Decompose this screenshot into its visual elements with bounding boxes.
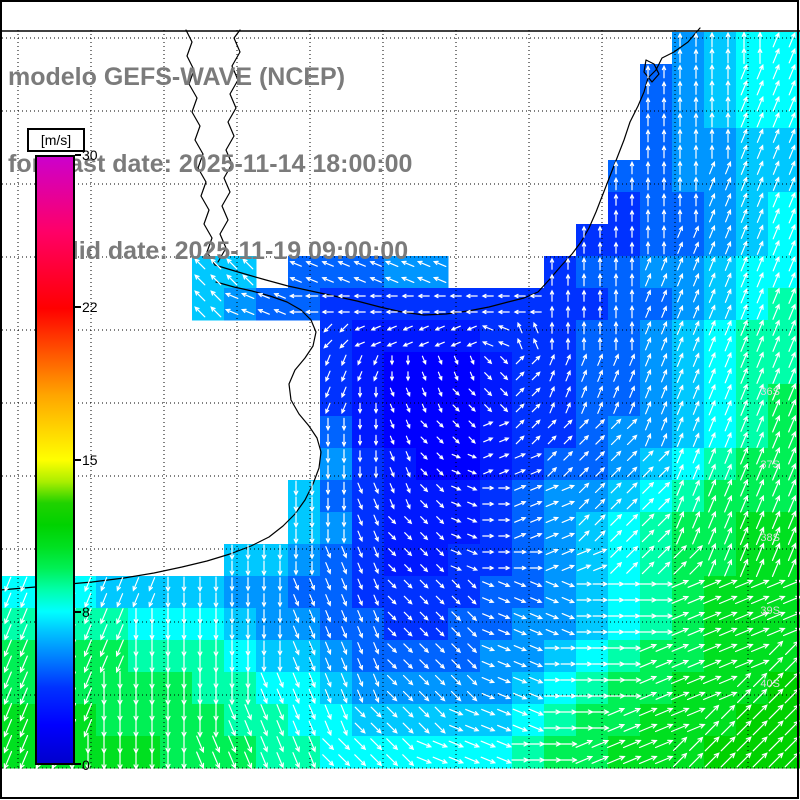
colorbar-tick-mark bbox=[75, 306, 81, 308]
colorbar-tick-label: 15 bbox=[82, 452, 98, 468]
colorbar-tick-label: 30 bbox=[82, 147, 98, 163]
latitude-label: 40S bbox=[760, 678, 780, 690]
colorbar-gradient bbox=[35, 155, 75, 765]
colorbar-tick-mark bbox=[75, 459, 81, 461]
latitude-label: 38S bbox=[760, 532, 780, 544]
map-header: modelo GEFS-WAVE (NCEP) forecast date: 2… bbox=[8, 5, 412, 324]
colorbar-unit-label: [m/s] bbox=[27, 128, 85, 152]
model-title: modelo GEFS-WAVE (NCEP) bbox=[8, 63, 346, 91]
colorbar-tick-label: 0 bbox=[82, 757, 90, 773]
colorbar-tick-mark bbox=[75, 611, 81, 613]
colorbar-tick-label: 8 bbox=[82, 604, 90, 620]
latitude-label: 37S bbox=[760, 459, 780, 471]
latitude-label: 39S bbox=[760, 605, 780, 617]
forecast-date-label: forecast date: 2025-11-14 18:00:00 bbox=[8, 150, 413, 178]
colorbar-tick-mark bbox=[75, 763, 81, 765]
latitude-label: 36S bbox=[760, 386, 780, 398]
colorbar-tick-label: 22 bbox=[82, 299, 98, 315]
colorbar-tick-mark bbox=[75, 154, 81, 156]
